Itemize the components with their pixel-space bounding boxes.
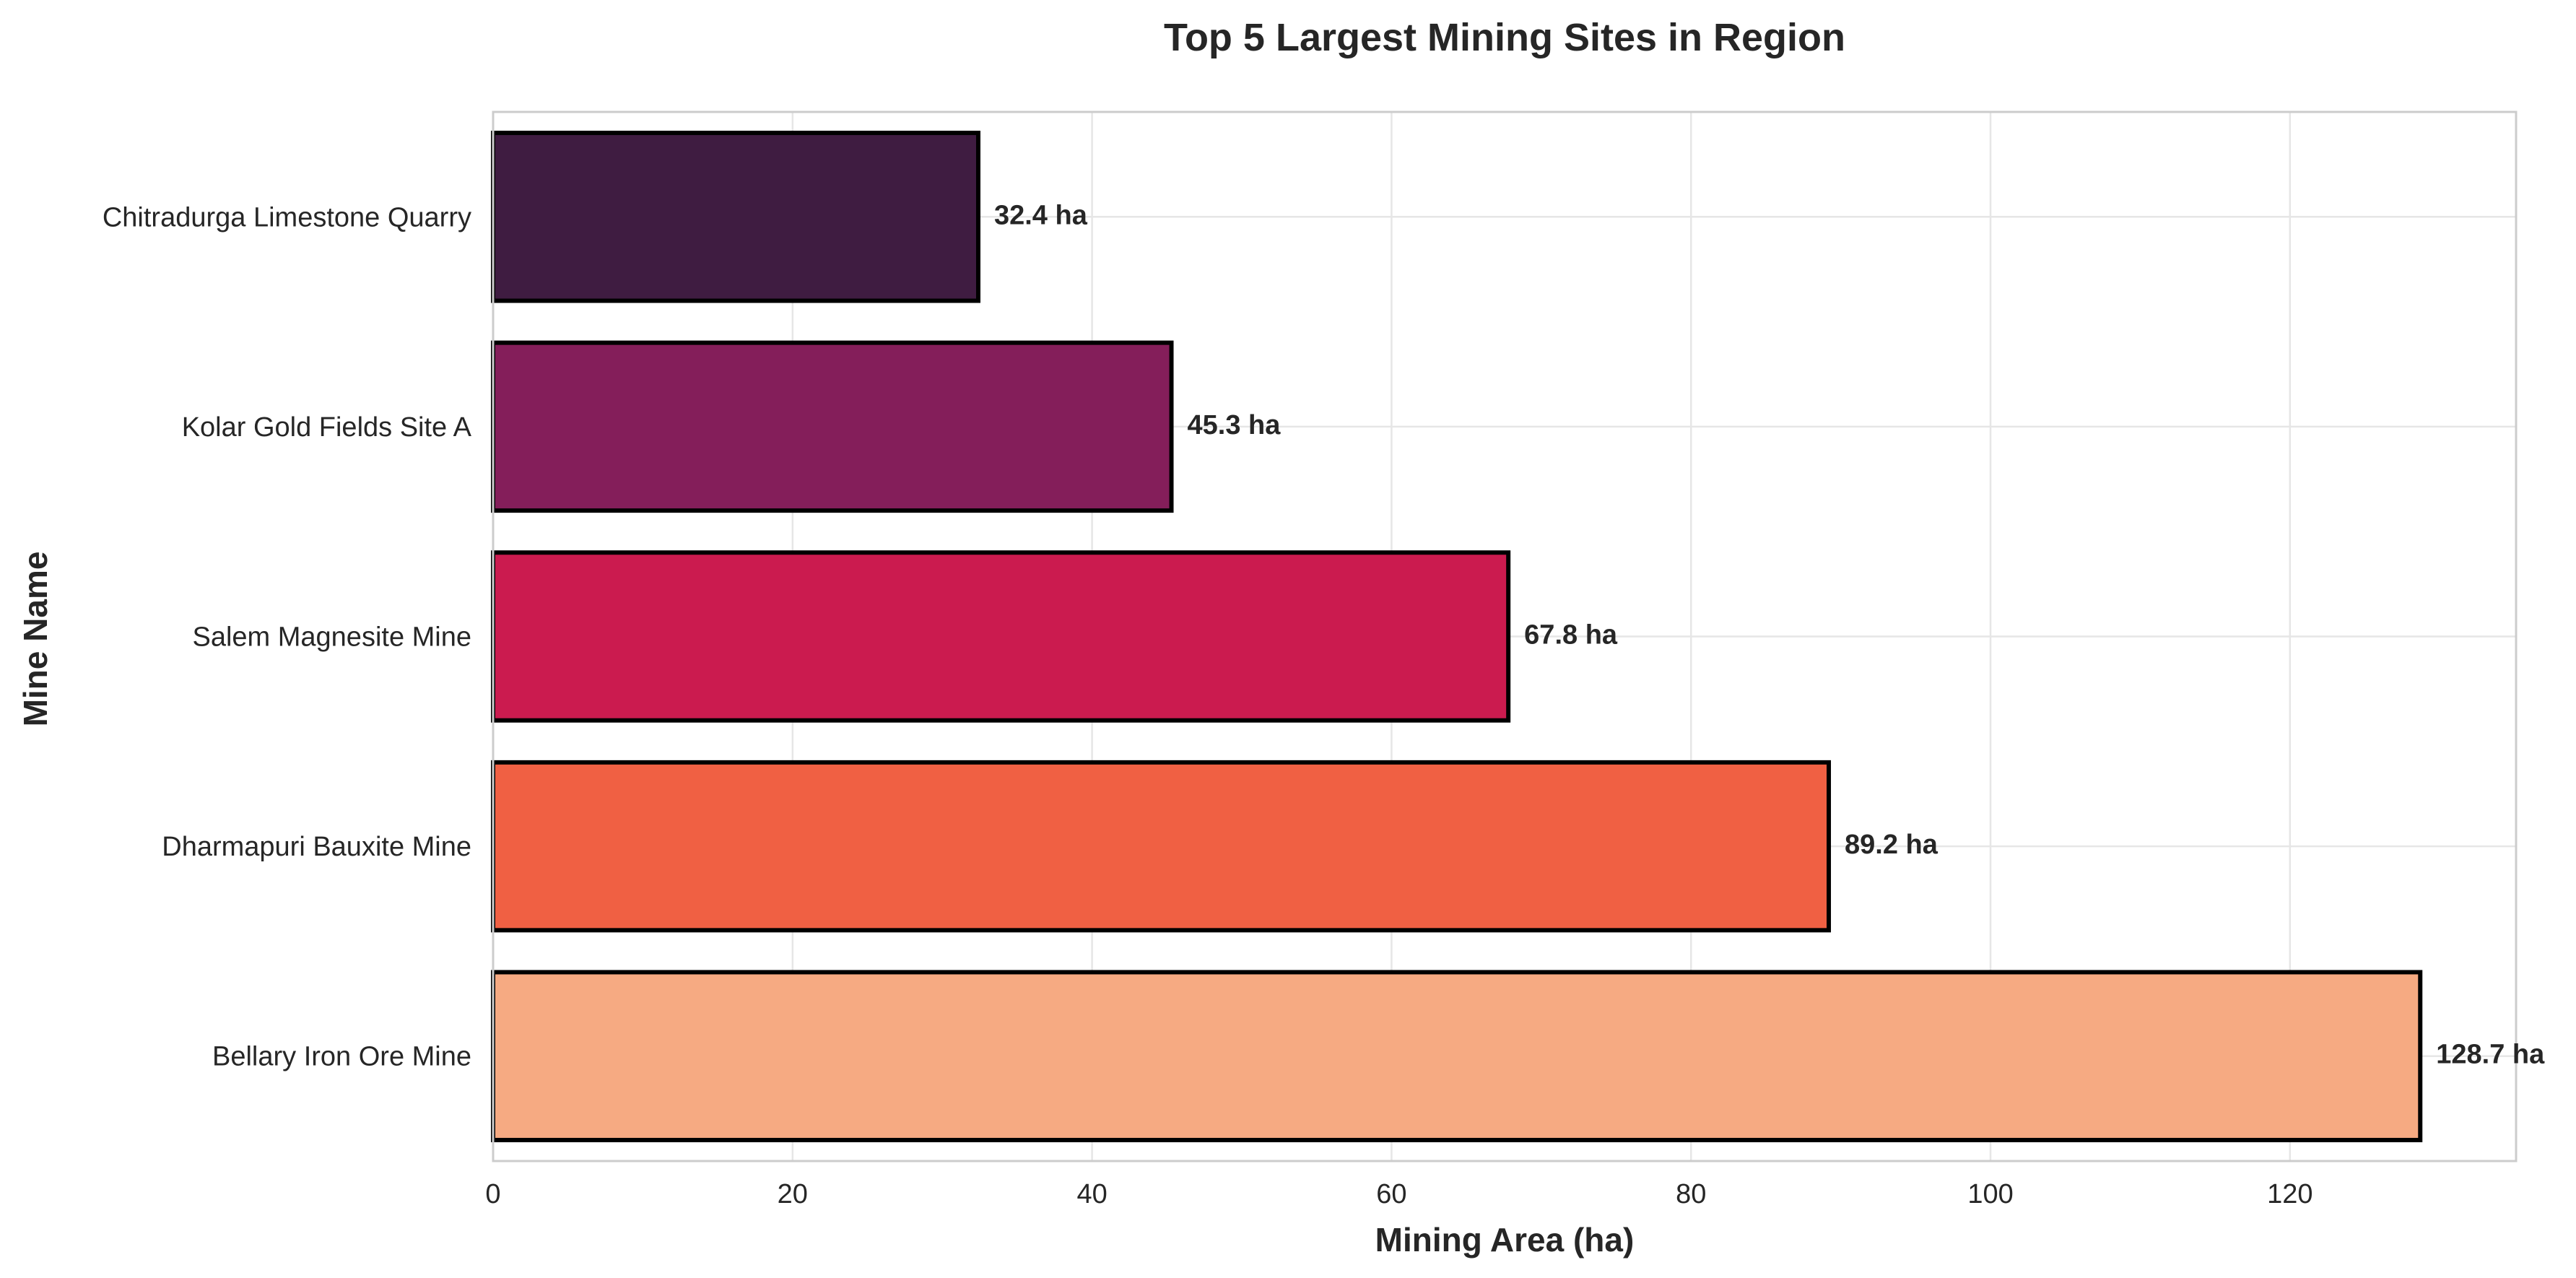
y-tick-label: Dharmapuri Bauxite Mine xyxy=(162,832,471,862)
y-tick-label: Salem Magnesite Mine xyxy=(192,622,471,653)
x-tick-label: 80 xyxy=(1676,1179,1706,1209)
data-labels: 32.4 ha 45.3 ha 67.8 ha 89.2 ha 128.7 ha xyxy=(994,200,2545,1069)
y-axis-ticks: Chitradurga Limestone Quarry Kolar Gold F… xyxy=(103,202,472,1071)
bar xyxy=(491,760,1832,933)
x-axis-ticks: 0 20 40 60 80 100 120 xyxy=(485,1179,2312,1209)
x-tick-label: 40 xyxy=(1076,1179,1107,1209)
bar xyxy=(491,340,1174,513)
data-label: 128.7 ha xyxy=(2436,1040,2545,1070)
y-axis-label: Mine Name xyxy=(17,552,54,727)
x-tick-label: 20 xyxy=(778,1179,808,1209)
bar xyxy=(491,131,980,303)
x-tick-label: 120 xyxy=(2267,1179,2312,1209)
data-label: 67.8 ha xyxy=(1524,620,1618,651)
chart-title: Top 5 Largest Mining Sites in Region xyxy=(1164,16,1845,59)
plot-frame xyxy=(492,110,2518,1162)
bar xyxy=(491,550,1511,723)
x-tick-label: 60 xyxy=(1376,1179,1406,1209)
x-tick-label: 0 xyxy=(485,1179,500,1209)
y-tick-label: Chitradurga Limestone Quarry xyxy=(103,202,471,232)
y-tick-label: Kolar Gold Fields Site A xyxy=(182,412,472,443)
x-tick-label: 100 xyxy=(1967,1179,2013,1209)
bar xyxy=(491,970,2423,1142)
x-axis-label: Mining Area (ha) xyxy=(1375,1221,1635,1259)
data-label: 45.3 ha xyxy=(1188,410,1282,440)
data-label: 89.2 ha xyxy=(1845,830,1938,860)
data-label: 32.4 ha xyxy=(994,200,1088,230)
bars xyxy=(491,131,2423,1142)
y-tick-label: Bellary Iron Ore Mine xyxy=(212,1042,471,1072)
